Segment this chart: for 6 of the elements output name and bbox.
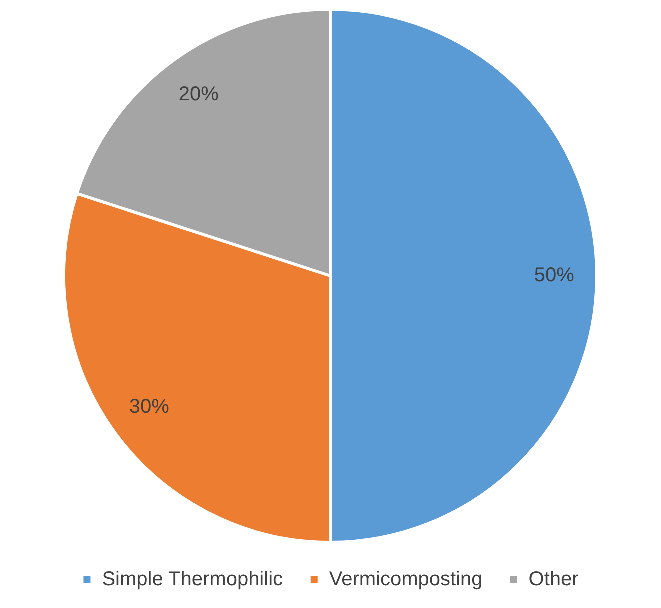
- legend-label: Simple Thermophilic: [102, 568, 284, 591]
- data-label: 20%: [178, 83, 220, 106]
- data-label: 30%: [129, 396, 170, 418]
- legend-label: Other: [528, 568, 580, 591]
- legend-label: Vermicomposting: [329, 568, 483, 591]
- data-label: 50%: [534, 264, 575, 287]
